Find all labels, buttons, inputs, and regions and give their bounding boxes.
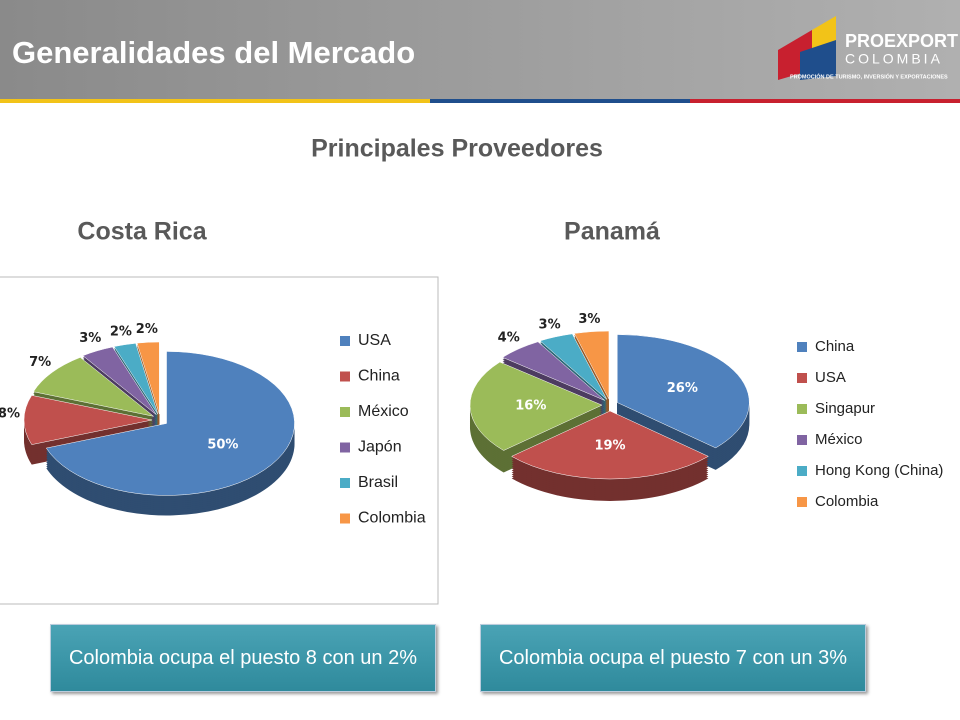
logo-name: PROEXPORT [845,31,958,51]
data-label: 2% [136,322,158,337]
stripe-yellow [0,99,430,103]
data-label: 3% [539,318,561,333]
slice [82,346,157,415]
slice [113,343,159,415]
legend-swatch [340,442,350,453]
slice [502,341,605,401]
slice [511,410,709,480]
legend-swatch [340,336,350,346]
data-label: 50% [207,437,238,452]
data-label: 16% [515,398,546,413]
data-label: 8% [0,407,20,422]
data-label: 4% [498,331,520,346]
legend-label: Hong Kong (China) [815,462,943,479]
callout: Colombia ocupa el puesto 7 con un 3% [480,624,866,692]
logo-tagline: PROMOCIÓN DE TURISMO, INVERSIÓN Y EXPORT… [790,72,948,80]
logo-subname: COLOMBIA [845,51,943,67]
legend-label: USA [815,369,846,386]
legend-swatch [340,371,350,382]
legend-swatch [340,407,350,417]
legend-label: Brasil [358,474,398,491]
slice [45,351,295,496]
subtitle: Principales Proveedores [311,135,603,163]
legend-swatch [340,513,350,524]
legend-label: México [358,403,409,420]
stripe-red [690,99,960,103]
legend-swatch [797,435,807,445]
callout: Colombia ocupa el puesto 8 con un 2% [50,624,436,692]
legend-swatch [340,478,350,488]
legend-label: Singapur [815,400,875,417]
legend-swatch [797,466,807,476]
logo-shape [800,40,836,80]
header-title: Generalidades del Mercado [12,35,415,70]
legend-label: USA [358,332,391,349]
data-label: 26% [667,381,698,396]
legend-label: México [815,431,863,448]
data-label: 7% [29,355,51,370]
slice [136,341,160,415]
legend-label: Colombia [358,510,426,527]
stripe-blue [430,99,690,103]
data-label: 3% [578,312,600,327]
legend-swatch [797,373,807,383]
slice [617,334,750,449]
legend-swatch [797,404,807,414]
data-label: 2% [110,324,132,339]
data-label: 19% [594,438,625,453]
slice [539,333,608,400]
legend-swatch [797,497,807,507]
logo: PROEXPORT COLOMBIA PROMOCIÓN DE TURISMO,… [778,16,958,80]
chart-frame [0,276,439,605]
slice [23,395,153,445]
slice [573,330,610,400]
chart-title: Costa Rica [77,218,207,246]
legend-label: Japón [358,439,402,456]
chart-title: Panamá [564,218,660,246]
legend-swatch [797,342,807,352]
legend-label: China [358,368,400,385]
legend-label: Colombia [815,493,879,510]
slice [32,357,154,417]
data-label: 3% [79,331,101,346]
legend-label: China [815,338,855,355]
slice [469,361,603,451]
